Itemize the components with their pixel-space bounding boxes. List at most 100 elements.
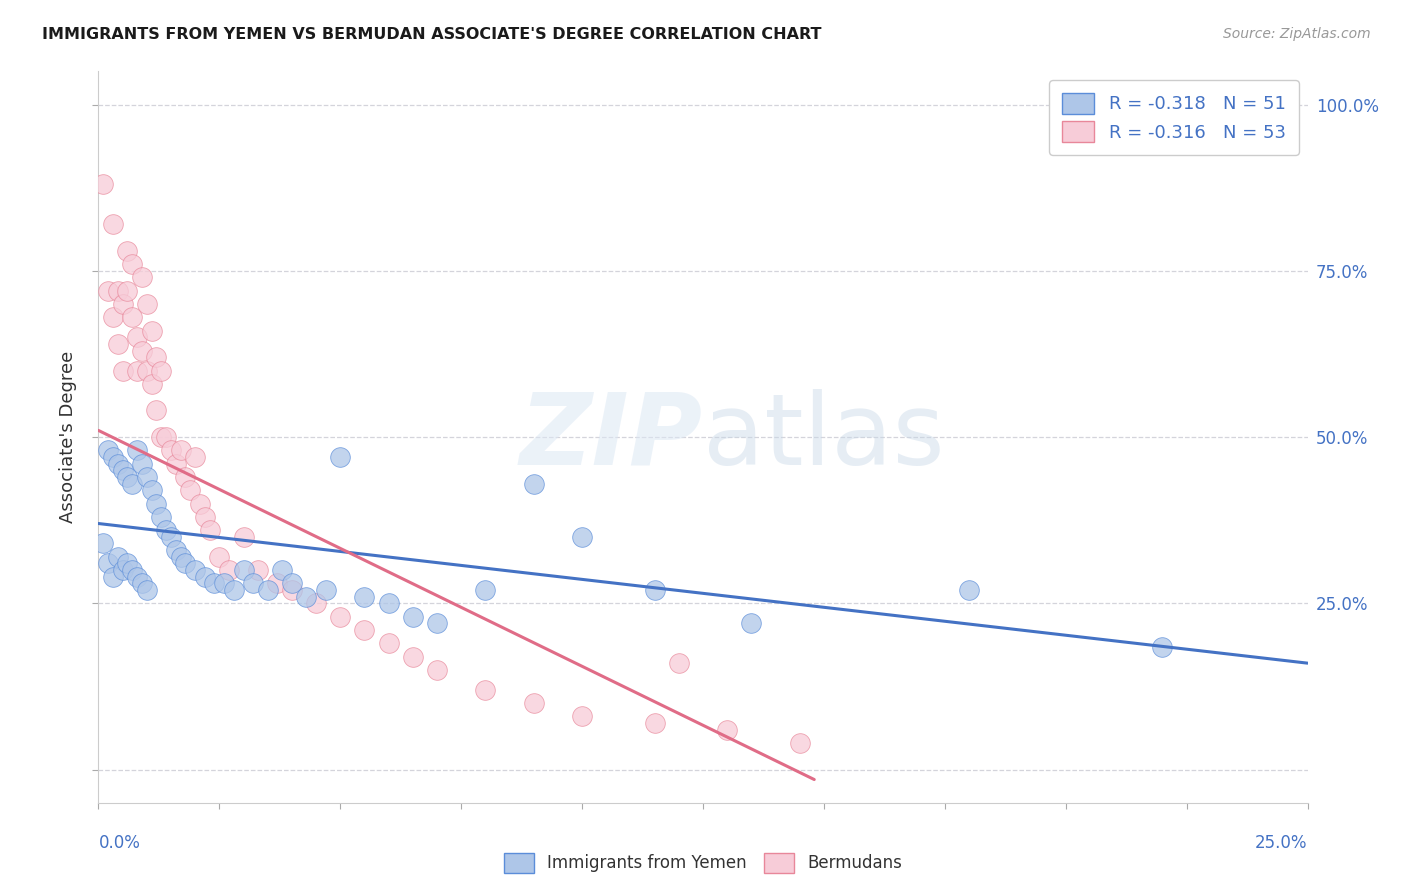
Point [222, 582, 245, 597]
Point [169, 443, 191, 458]
Point [107, 549, 129, 564]
Point [188, 497, 211, 511]
Point [121, 257, 143, 271]
Point [353, 590, 375, 604]
Point [474, 682, 496, 697]
Point [91, 178, 114, 192]
Point [91, 536, 114, 550]
Point [232, 530, 254, 544]
Point [295, 590, 318, 604]
Point [165, 457, 187, 471]
Point [150, 430, 173, 444]
Point [198, 523, 221, 537]
Point [212, 576, 235, 591]
Point [141, 324, 163, 338]
Text: ZIP: ZIP [520, 389, 703, 485]
Point [474, 582, 496, 597]
Point [174, 470, 197, 484]
Point [208, 549, 231, 564]
Point [135, 297, 157, 311]
Point [353, 623, 375, 637]
Point [101, 570, 124, 584]
Point [131, 576, 153, 591]
Point [644, 716, 666, 731]
Point [194, 509, 217, 524]
Point [271, 563, 294, 577]
Point [315, 582, 337, 597]
Point [184, 450, 207, 464]
Point [141, 483, 163, 498]
Point [281, 576, 304, 591]
Point [281, 582, 304, 597]
Point [145, 497, 167, 511]
Point [121, 563, 143, 577]
Point [135, 470, 157, 484]
Point [127, 443, 149, 458]
Point [101, 450, 124, 464]
Point [145, 403, 167, 417]
Legend: R = -0.318   N = 51, R = -0.316   N = 53: R = -0.318 N = 51, R = -0.316 N = 53 [1049, 80, 1299, 154]
Point [160, 443, 183, 458]
Point [179, 483, 201, 498]
Text: IMMIGRANTS FROM YEMEN VS BERMUDAN ASSOCIATE'S DEGREE CORRELATION CHART: IMMIGRANTS FROM YEMEN VS BERMUDAN ASSOCI… [42, 27, 821, 42]
Point [377, 596, 399, 610]
Point [111, 297, 134, 311]
Point [305, 596, 328, 610]
Point [97, 284, 120, 298]
Point [121, 310, 143, 325]
Point [789, 736, 811, 750]
Point [107, 284, 129, 298]
Point [135, 582, 157, 597]
Point [111, 563, 134, 577]
Point [127, 363, 149, 377]
Point [117, 470, 139, 484]
Y-axis label: Associate's Degree: Associate's Degree [59, 351, 77, 524]
Point [242, 576, 264, 591]
Point [426, 663, 449, 677]
Point [232, 563, 254, 577]
Point [127, 570, 149, 584]
Point [1152, 640, 1174, 654]
Point [329, 609, 352, 624]
Text: atlas: atlas [703, 389, 945, 485]
Point [266, 576, 288, 591]
Point [150, 363, 173, 377]
Point [111, 363, 134, 377]
Point [426, 616, 449, 631]
Point [155, 523, 177, 537]
Point [101, 310, 124, 325]
Point [377, 636, 399, 650]
Point [155, 430, 177, 444]
Text: 0.0%: 0.0% [98, 834, 141, 852]
Point [957, 582, 980, 597]
Point [184, 563, 207, 577]
Point [97, 443, 120, 458]
Point [165, 543, 187, 558]
Point [247, 563, 270, 577]
Text: Source: ZipAtlas.com: Source: ZipAtlas.com [1223, 27, 1371, 41]
Point [131, 270, 153, 285]
Point [127, 330, 149, 344]
Point [131, 343, 153, 358]
Point [174, 557, 197, 571]
Point [121, 476, 143, 491]
Point [523, 476, 546, 491]
Point [160, 530, 183, 544]
Point [117, 284, 139, 298]
Point [329, 450, 352, 464]
Point [111, 463, 134, 477]
Text: 25.0%: 25.0% [1256, 834, 1308, 852]
Point [668, 656, 690, 670]
Point [107, 337, 129, 351]
Point [101, 217, 124, 231]
Point [150, 509, 173, 524]
Point [256, 582, 278, 597]
Point [131, 457, 153, 471]
Point [117, 557, 139, 571]
Point [107, 457, 129, 471]
Point [523, 696, 546, 710]
Point [204, 576, 226, 591]
Point [571, 530, 593, 544]
Point [194, 570, 217, 584]
Point [141, 376, 163, 391]
